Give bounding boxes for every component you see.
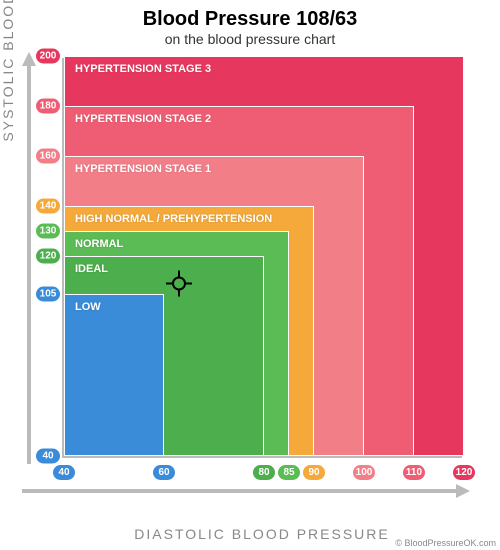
x-axis-label: DIASTOLIC BLOOD PRESSURE [134, 526, 389, 542]
bp-zone-label: HIGH NORMAL / PREHYPERTENSION [75, 213, 272, 225]
chart-area: HYPERTENSION STAGE 3 HYPERTENSION STAGE 2… [62, 58, 462, 498]
credit-text: © BloodPressureOK.com [395, 538, 496, 548]
bp-zone-label: HYPERTENSION STAGE 3 [75, 63, 211, 75]
bp-zone-label: IDEAL [75, 263, 108, 275]
y-axis-arrow-icon [22, 52, 36, 464]
chart-subtitle: on the blood pressure chart [0, 31, 500, 47]
y-tick: 200 [36, 49, 60, 64]
y-tick: 120 [36, 249, 60, 264]
bp-zone-label: NORMAL [75, 238, 123, 250]
bp-zone-label: LOW [75, 301, 101, 313]
x-tick: 40 [53, 465, 75, 480]
x-tick: 80 [253, 465, 275, 480]
x-tick: 60 [153, 465, 175, 480]
y-tick: 160 [36, 149, 60, 164]
y-tick: 40 [36, 449, 60, 464]
y-tick: 140 [36, 199, 60, 214]
x-tick: 85 [278, 465, 300, 480]
title-prefix: Blood Pressure [143, 8, 296, 30]
chart-header: Blood Pressure 108/63 on the blood press… [0, 0, 500, 49]
x-tick: 120 [453, 465, 475, 480]
bp-zone: LOW [64, 294, 164, 457]
bp-zone-label: HYPERTENSION STAGE 2 [75, 113, 211, 125]
y-tick: 105 [36, 286, 60, 301]
y-axis-label: SYSTOLIC BLOOD PRESSURE [0, 0, 16, 142]
y-tick: 130 [36, 224, 60, 239]
x-axis-arrow-icon [22, 484, 470, 498]
x-tick: 90 [303, 465, 325, 480]
x-tick: 100 [353, 465, 375, 480]
bp-zone-label: HYPERTENSION STAGE 1 [75, 163, 211, 175]
reading-value: 108/63 [296, 8, 357, 30]
chart-title: Blood Pressure 108/63 [0, 8, 500, 31]
x-tick: 110 [403, 465, 425, 480]
y-tick: 180 [36, 99, 60, 114]
chart-plot: HYPERTENSION STAGE 3 HYPERTENSION STAGE 2… [62, 58, 462, 458]
